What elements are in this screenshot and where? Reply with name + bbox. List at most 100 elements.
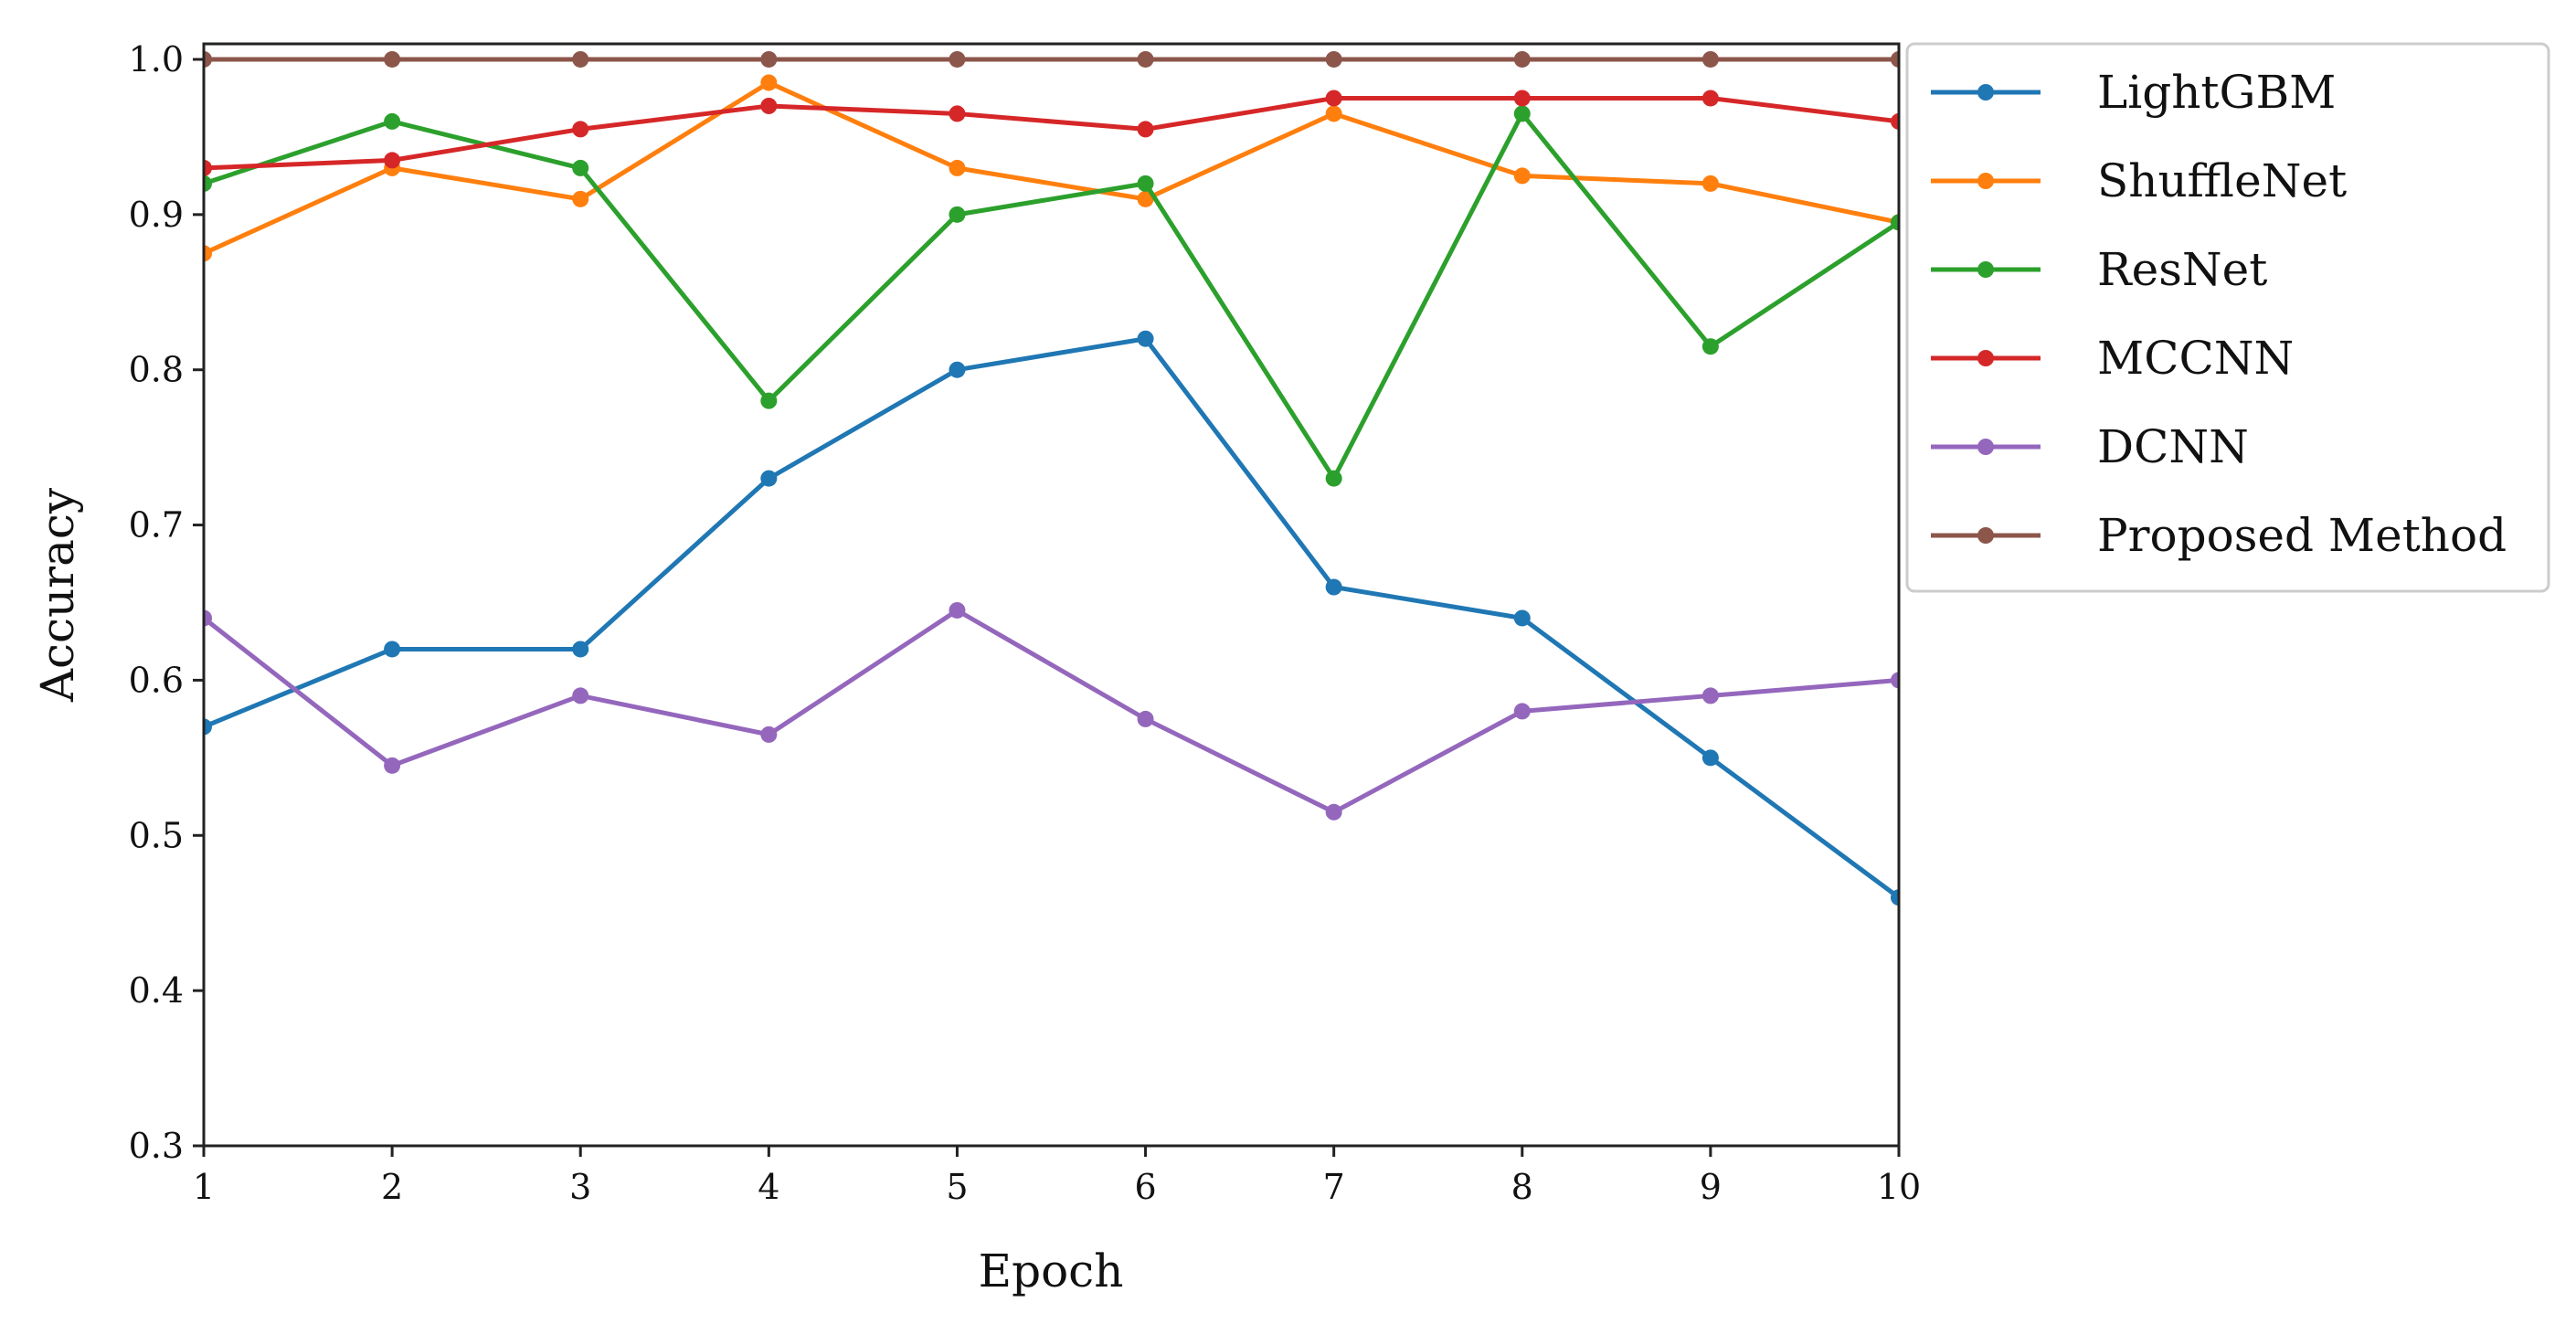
plot-frame: [202, 42, 1901, 1148]
series-line: [204, 608, 1899, 815]
data-point: [384, 757, 401, 774]
legend-marker: [1977, 350, 1994, 366]
data-point: [1325, 50, 1342, 68]
legend-item: ResNet: [1931, 243, 2267, 296]
legend-marker: [1977, 527, 1994, 544]
data-point: [384, 152, 401, 169]
data-point: [949, 361, 966, 378]
legend-marker: [1977, 439, 1994, 455]
y-tick-label: 0.7: [129, 505, 184, 545]
data-point: [204, 50, 212, 68]
data-point: [1701, 90, 1719, 107]
x-axis-ticks: 1 2 3 4 5 6 7 8 9 10: [193, 1146, 1921, 1207]
data-point: [760, 392, 778, 409]
legend-label: ResNet: [2097, 243, 2267, 296]
y-tick-label: 0.4: [129, 970, 184, 1011]
data-point: [1513, 50, 1531, 68]
data-point: [760, 74, 778, 91]
legend-label: ShuffleNet: [2097, 154, 2347, 207]
series-layer: [204, 50, 1899, 906]
legend-box: [1905, 42, 2550, 593]
legend: LightGBM ShuffleNet ResNet MCCNN DCNN Propose…: [1905, 42, 2550, 593]
legend-marker: [1977, 261, 1994, 278]
x-tick-label: 8: [1511, 1167, 1533, 1207]
data-point: [1137, 330, 1154, 347]
x-tick-label: 1: [193, 1167, 215, 1207]
legend-item: MCCNN: [1931, 332, 2294, 385]
data-point: [1137, 175, 1154, 192]
data-point: [1325, 803, 1342, 821]
series-resnet: [204, 105, 1899, 487]
x-tick-label: 10: [1877, 1167, 1921, 1207]
data-point: [1325, 470, 1342, 487]
data-point: [204, 718, 212, 736]
data-point: [949, 601, 966, 619]
x-tick-label: 9: [1700, 1167, 1722, 1207]
legend-label: Proposed Method: [2097, 509, 2507, 562]
data-point: [572, 121, 589, 138]
x-tick-label: 5: [946, 1167, 968, 1207]
data-point: [1137, 121, 1154, 138]
data-point: [1325, 105, 1342, 122]
series-dcnn: [204, 601, 1899, 821]
y-tick-label: 1.0: [129, 39, 184, 79]
data-point: [1891, 889, 1899, 906]
series-line: [204, 111, 1899, 482]
data-point: [1701, 749, 1719, 767]
data-point: [760, 50, 778, 68]
data-point: [949, 105, 966, 122]
legend-marker: [1977, 173, 1994, 189]
data-point: [949, 50, 966, 68]
data-point: [204, 159, 212, 176]
legend-marker: [1977, 84, 1994, 101]
legend-label: MCCNN: [2097, 332, 2294, 385]
data-point: [949, 159, 966, 176]
series-line: [204, 336, 1899, 900]
data-point: [1137, 190, 1154, 207]
x-tick-label: 2: [381, 1167, 403, 1207]
y-axis-ticks: 0.3 0.4 0.5 0.6 0.7 0.8 0.9 1.0: [129, 39, 204, 1166]
legend-item: DCNN: [1931, 420, 2249, 473]
data-point: [1513, 703, 1531, 720]
data-point: [1137, 50, 1154, 68]
data-point: [1513, 167, 1531, 185]
series-shufflenet: [204, 74, 1899, 262]
data-point: [384, 641, 401, 658]
y-tick-label: 0.8: [129, 350, 184, 390]
data-point: [204, 245, 212, 262]
data-point: [1891, 112, 1899, 130]
y-tick-label: 0.6: [129, 660, 184, 700]
series-line: [204, 95, 1899, 171]
x-tick-label: 7: [1323, 1167, 1345, 1207]
legend-label: LightGBM: [2097, 66, 2336, 119]
x-axis-title: Epoch: [979, 1245, 1124, 1298]
series-line: [204, 79, 1899, 256]
legend-label: DCNN: [2097, 420, 2249, 473]
data-point: [760, 97, 778, 114]
legend-item: LightGBM: [1931, 66, 2336, 119]
data-point: [204, 175, 212, 192]
data-point: [1701, 50, 1719, 68]
x-tick-label: 4: [758, 1167, 779, 1207]
series-mccnn: [204, 90, 1899, 176]
data-point: [760, 470, 778, 487]
data-point: [572, 50, 589, 68]
legend-item: Proposed Method: [1931, 509, 2507, 562]
data-point: [949, 206, 966, 223]
series-lightgbm: [204, 330, 1899, 906]
series-proposed-method: [204, 50, 1899, 68]
legend-item: ShuffleNet: [1931, 154, 2347, 207]
x-tick-label: 3: [569, 1167, 591, 1207]
data-point: [572, 687, 589, 704]
data-point: [572, 641, 589, 658]
legend-items: LightGBM ShuffleNet ResNet MCCNN DCNN Propose…: [1931, 66, 2507, 562]
data-point: [1325, 578, 1342, 596]
data-point: [1513, 609, 1531, 627]
data-point: [1701, 175, 1719, 192]
data-point: [1137, 710, 1154, 727]
y-tick-label: 0.5: [129, 815, 184, 855]
data-point: [1891, 214, 1899, 231]
data-point: [572, 159, 589, 176]
data-point: [384, 112, 401, 130]
